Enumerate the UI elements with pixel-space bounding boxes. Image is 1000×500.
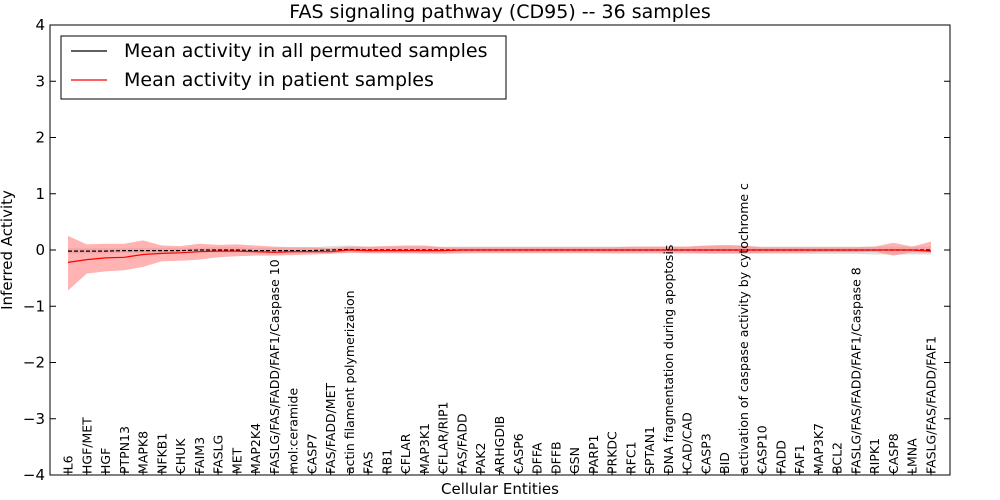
x-category-label: actin filament polymerization: [342, 290, 357, 474]
x-category-label: activation of caspase activity by cytoch…: [736, 183, 751, 474]
x-category-label: PARP1: [586, 435, 601, 474]
x-category-label: FADD: [773, 440, 788, 474]
x-category-label: FAS: [361, 451, 376, 474]
legend: Mean activity in all permuted samples Me…: [60, 35, 507, 100]
y-axis-ticks: 4 3 2 1 0 −1 −2 −3 −4: [23, 16, 950, 484]
x-category-label: FAF1: [792, 444, 807, 474]
y-tick-label: −4: [23, 466, 45, 484]
x-category-label: PTPN13: [117, 426, 132, 474]
x-category-label: PAK2: [473, 443, 488, 474]
x-category-label: RB1: [379, 449, 394, 474]
plot-area: [67, 235, 932, 291]
x-category-label: SPTAN1: [642, 426, 657, 474]
x-category-label: FASLG/FAS/FADD/FAF1/Caspase 10: [267, 259, 282, 474]
legend-box: [60, 35, 507, 100]
x-category-label: RIPK1: [867, 438, 882, 474]
x-category-label: MET: [229, 447, 244, 474]
x-category-label: MAP3K1: [417, 423, 432, 474]
x-category-label: BCL2: [830, 442, 845, 474]
legend-label-permuted: Mean activity in all permuted samples: [124, 40, 487, 62]
y-tick-label: 3: [35, 72, 45, 90]
y-tick-label: −3: [23, 410, 45, 428]
x-category-label: FASLG/FAS/FADD/FAF1/Caspase 8: [848, 267, 863, 474]
x-category-label: HGF/MET: [79, 417, 94, 474]
y-tick-label: 0: [35, 241, 45, 259]
x-category-label: FASLG/FAS/FADD/FAF1: [924, 336, 939, 474]
y-tick-label: 4: [35, 16, 45, 34]
x-category-label: DNA fragmentation during apoptosis: [661, 245, 676, 474]
x-category-label: CASP7: [304, 433, 319, 474]
x-category-label: CFLAR/RIP1: [436, 402, 451, 474]
x-category-label: mol:ceramide: [286, 388, 301, 474]
series-lines: [67, 248, 932, 263]
x-category-label: HGF: [98, 448, 113, 474]
x-category-label: FAS/FADD/MET: [323, 383, 338, 474]
y-tick-label: 1: [35, 185, 45, 203]
chart-title: FAS signaling pathway (CD95) -- 36 sampl…: [289, 1, 710, 23]
x-category-label: FASLG: [211, 435, 226, 474]
y-tick-label: −1: [23, 297, 45, 315]
x-category-label: ICAD/CAD: [680, 412, 695, 474]
x-category-label: PRKDC: [605, 431, 620, 474]
x-category-label: IL6: [61, 455, 76, 474]
x-axis-label: Cellular Entities: [441, 480, 559, 498]
x-category-label: RFC1: [623, 441, 638, 474]
legend-label-patient: Mean activity in patient samples: [124, 69, 434, 91]
x-category-label: MAPK8: [136, 431, 151, 474]
x-category-label: DFFA: [530, 442, 545, 474]
y-tick-label: 2: [35, 129, 45, 147]
x-category-label: LMNA: [905, 438, 920, 474]
x-category-label: CHUK: [173, 438, 188, 474]
y-axis-label: Inferred Activity: [0, 190, 16, 310]
x-category-label: BID: [717, 452, 732, 474]
x-category-label: MAP3K7: [811, 423, 826, 474]
x-category-label: CASP8: [886, 433, 901, 474]
x-category-label: FAS/FADD: [454, 413, 469, 474]
x-category-label: GSN: [567, 447, 582, 474]
x-category-label: CFLAR: [398, 433, 413, 474]
x-category-label: CASP3: [698, 433, 713, 474]
x-category-label: MAP2K4: [248, 423, 263, 474]
x-category-label: DFFB: [548, 441, 563, 474]
x-category-label: CASP6: [511, 433, 526, 474]
x-category-label: ARHGDIB: [492, 416, 507, 474]
x-axis-category-labels: IL6 HGF/MET HGF PTPN13 MAPK8 NFKB1 CHUK FAIM3 FA…: [61, 183, 939, 475]
x-category-label: CASP10: [755, 425, 770, 474]
patient-mean-line: [67, 249, 932, 263]
x-category-label: NFKB1: [154, 433, 169, 474]
x-category-label: FAIM3: [192, 437, 207, 474]
y-tick-label: −2: [23, 354, 45, 372]
